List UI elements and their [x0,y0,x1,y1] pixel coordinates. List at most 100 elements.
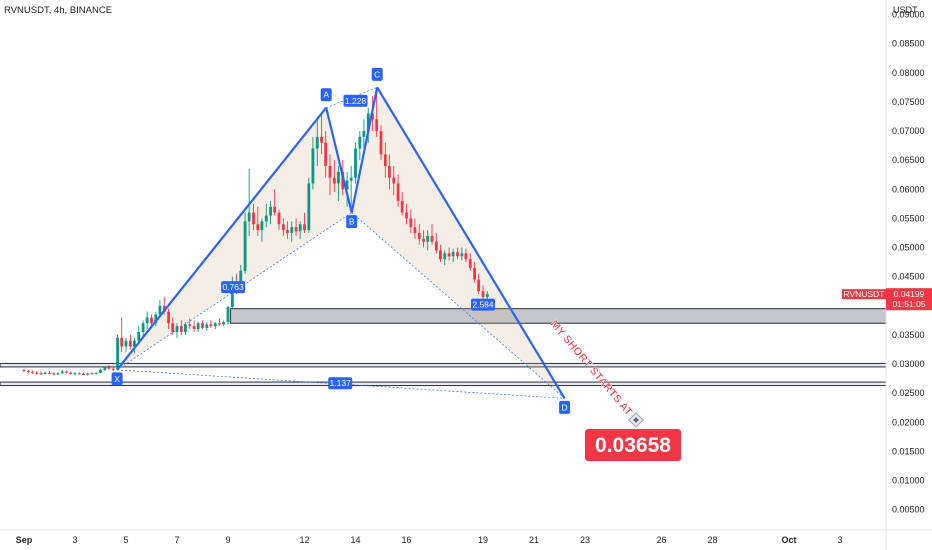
pattern-point-text: C [374,69,380,79]
x-tick-label: 26 [656,535,666,545]
candle-body [315,136,319,149]
harmonic-pattern-labels: X A B C D 0.763 1.228 2.584 1.137 [111,67,571,414]
candle-body [39,373,43,375]
candle-body [379,131,383,155]
y-tick-label: 0.05000 [892,243,925,253]
candle-body [396,183,400,201]
candle-body [439,250,442,260]
candle-body [252,212,255,225]
candle-body [179,326,183,332]
y-tick-label: 0.09000 [892,10,925,20]
candle-body [447,253,451,257]
candle-body [341,171,345,190]
zone-rect [0,381,887,387]
price-label-value-bg [886,288,932,311]
candle-body [77,373,81,375]
chart-title: RVNUSDT, 4h, BINANCE [4,5,112,16]
target-price-box [585,429,681,461]
candle-body [328,165,332,178]
candle-body [82,373,85,375]
current-price-label: RVNUSDT 0.04199 01:51:05 [842,288,932,311]
candle-body [103,367,107,370]
x-tick-label: 28 [707,535,717,545]
x-tick-label: 12 [299,535,309,545]
y-tick-label: 0.01000 [892,475,925,485]
candle-body [371,113,374,120]
pattern-leg[interactable] [350,87,379,213]
candle-body [69,372,73,374]
candle-body [464,253,468,260]
candle-body [277,212,281,225]
pattern-point-c: C [371,67,383,81]
candle-body [196,323,200,330]
y-tick-label: 0.08500 [892,39,925,49]
candle-body [392,177,396,184]
candle-body [281,224,285,231]
candle-body [443,253,447,260]
ratio-label: 1.228 [343,94,368,107]
candle-body [52,373,56,375]
price-label-countdown: 01:51:05 [892,299,925,309]
candle-body [184,324,187,332]
candle-body [99,369,102,373]
x-tick-label: 3 [72,535,77,545]
candle-body [247,212,251,222]
y-tick-label: 0.02000 [892,417,925,427]
candle-body [107,367,111,369]
candle-body [213,323,217,327]
candle-body [171,323,175,332]
candle-body [358,136,362,149]
price-label-name: RVNUSDT [844,289,885,299]
candle-body [422,238,425,242]
candle-body [226,306,230,323]
candle-body [239,270,243,289]
candle-body [218,323,221,325]
candle-body [260,221,264,231]
candle-body [154,314,158,324]
y-tick-label: 0.07000 [892,126,925,136]
candle-body [298,224,302,232]
pattern-ratio-line [326,87,378,109]
candle-body [222,322,226,325]
pattern-point-x: X [111,372,123,386]
time-axis[interactable]: Sep 3 5 7 9 12 14 16 19 21 23 26 28 Oct 3 [16,535,843,545]
candle-body [120,337,124,347]
diamond-icon [628,412,644,428]
x-tick-label: 14 [350,535,360,545]
candle-body [332,177,336,184]
candle-body [73,373,77,375]
y-tick-label: 0.03000 [892,359,925,369]
pattern-leg[interactable] [376,86,566,399]
candle-body [481,291,485,298]
candle-body [150,317,153,324]
candle-body [56,373,60,375]
candle-body [90,373,94,375]
candle-body [162,305,166,312]
candle-body [175,326,179,332]
ratio-label: 0.763 [221,281,246,294]
harmonic-pattern-fill [117,87,565,399]
candle-body [86,373,90,375]
ratio-text: 1.137 [330,378,352,388]
pattern-point-text: A [323,90,329,100]
x-tick-label: Sep [16,535,33,545]
candle-body [485,294,489,298]
pattern-leg[interactable] [116,107,328,371]
y-tick-label: 0.08000 [892,68,925,78]
candle-body [192,326,196,330]
pattern-ratio-line [351,212,565,399]
candle-body [65,371,68,373]
pattern-leg[interactable] [325,107,353,213]
candle-body [409,218,413,228]
price-label-value: 0.04199 [894,289,925,299]
currency-label: USDT [893,5,918,15]
bcd-triangle [351,87,565,399]
candle-body [158,305,162,315]
candle-body [473,267,476,280]
candle-body [269,206,272,216]
candle-body [188,324,192,327]
y-tick-label: 0.07500 [892,97,925,107]
candle-body [400,200,404,213]
candle-body [451,252,455,257]
